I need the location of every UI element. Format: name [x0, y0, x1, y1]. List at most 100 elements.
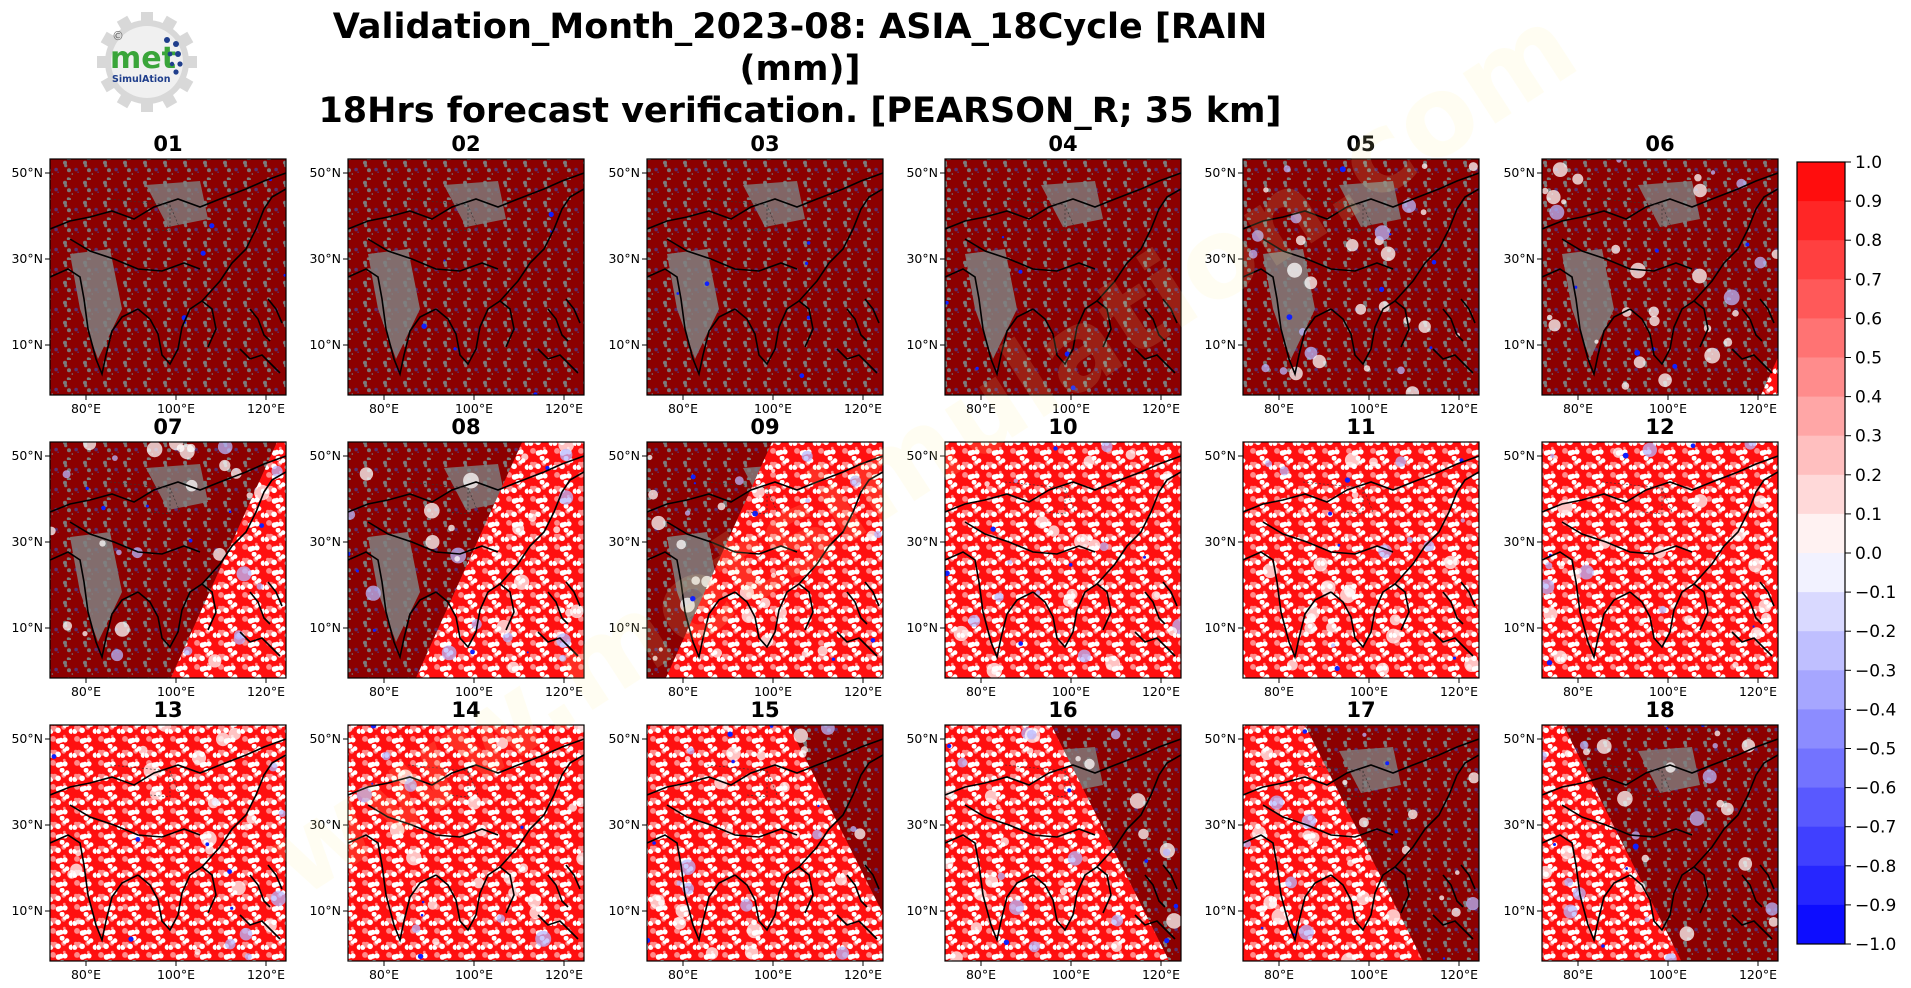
lat-tick-label: 30°N	[906, 534, 938, 549]
correlation-field	[415, 442, 584, 678]
colorbar-tick-label: 0.7	[1855, 270, 1882, 290]
map-frame	[347, 441, 585, 679]
lat-tick-label: 50°N	[608, 448, 640, 463]
lat-tick-label: 10°N	[1503, 620, 1535, 635]
lon-tick-label: 120°E	[1739, 401, 1777, 416]
map-frame	[347, 158, 585, 396]
lon-tick-label: 120°E	[844, 684, 882, 699]
lat-tick-label: 10°N	[11, 337, 43, 352]
lon-tick-label: 120°E	[247, 684, 285, 699]
correlation-field	[1243, 442, 1479, 678]
lat-tick-label: 10°N	[906, 337, 938, 352]
panel-title: 01	[153, 132, 182, 156]
lon-tick-label: 80°E	[71, 401, 101, 416]
lon-tick-label: 100°E	[1350, 967, 1388, 982]
map-frame	[646, 441, 884, 679]
lat-tick-label: 10°N	[309, 903, 341, 918]
lat-tick-label: 30°N	[1503, 817, 1535, 832]
panel-title: 16	[1048, 698, 1077, 722]
colorbar-bin	[1797, 513, 1845, 554]
colorbar-bin	[1797, 787, 1845, 828]
colorbar-bin	[1797, 553, 1845, 593]
colorbar-tick-label: 0.6	[1855, 309, 1882, 329]
map-panel: 18 50°N 30°N 10°N 80°E 100°E 120°E	[1503, 698, 1779, 982]
colorbar-bin	[1797, 240, 1845, 280]
correlation-field	[50, 725, 286, 961]
map-panel: 17 50°N 30°N 10°N 80°E 100°E 120°E	[1204, 698, 1480, 982]
map-panel: 09 50°N 30°N 10°N 80°E 100°E 120°E	[608, 415, 884, 699]
panel-title: 05	[1346, 132, 1375, 156]
lat-tick-label: 50°N	[1503, 731, 1535, 746]
map-frame	[49, 441, 287, 679]
title-line-1: Validation_Month_2023-08: ASIA_18Cycle […	[332, 7, 1268, 89]
lon-tick-label: 100°E	[1052, 684, 1090, 699]
lon-tick-label: 100°E	[1052, 967, 1090, 982]
panel-title: 11	[1346, 415, 1375, 439]
lat-tick-label: 30°N	[1204, 534, 1236, 549]
lon-tick-label: 120°E	[844, 401, 882, 416]
map-panel: 10 50°N 30°N 10°N 80°E 100°E 120°E	[906, 415, 1182, 699]
panel-title: 07	[153, 415, 182, 439]
colorbar-bin	[1797, 318, 1845, 358]
logo-subtitle: SimulAtion	[112, 74, 171, 85]
lon-tick-label: 120°E	[1440, 401, 1478, 416]
colorbar-bin	[1797, 435, 1845, 476]
panel-title: 06	[1645, 132, 1674, 156]
lon-tick-label: 100°E	[754, 967, 792, 982]
colorbar-tick-label: 0.5	[1855, 349, 1882, 369]
map-frame	[1541, 724, 1779, 962]
correlation-field	[665, 442, 883, 678]
title-line-2: 18Hrs forecast verification. [PEARSON_R;…	[318, 91, 1282, 131]
lon-tick-label: 100°E	[157, 684, 195, 699]
lat-tick-label: 30°N	[608, 251, 640, 266]
colorbar-bin	[1797, 631, 1845, 671]
lon-tick-label: 100°E	[455, 967, 493, 982]
map-frame	[646, 158, 884, 396]
logo-word: met	[110, 41, 176, 76]
lon-tick-label: 100°E	[455, 684, 493, 699]
lon-tick-label: 100°E	[1649, 967, 1687, 982]
lat-tick-label: 50°N	[11, 448, 43, 463]
lon-tick-label: 120°E	[247, 967, 285, 982]
colorbar-bin	[1797, 201, 1845, 241]
lat-tick-label: 10°N	[1204, 337, 1236, 352]
map-panel: 01 50°N 30°N 10°N 80°E 100°E 120°E	[11, 132, 287, 416]
lat-tick-label: 10°N	[608, 337, 640, 352]
lat-tick-label: 50°N	[1503, 165, 1535, 180]
lat-tick-label: 30°N	[11, 817, 43, 832]
colorbar-tick-label: 0.0	[1855, 544, 1882, 564]
lat-tick-label: 50°N	[309, 165, 341, 180]
panel-title: 02	[451, 132, 480, 156]
colorbar-bin	[1797, 670, 1845, 710]
panel-title: 08	[451, 415, 480, 439]
lat-tick-label: 50°N	[1503, 448, 1535, 463]
panel-title: 18	[1645, 698, 1674, 722]
map-panel: 15 50°N 30°N 10°N 80°E 100°E 120°E	[608, 698, 884, 982]
lon-tick-label: 100°E	[754, 684, 792, 699]
lon-tick-label: 80°E	[1563, 967, 1593, 982]
map-panel: 02 50°N 30°N 10°N 80°E 100°E 120°E	[309, 132, 585, 416]
lon-tick-label: 80°E	[668, 401, 698, 416]
lat-tick-label: 10°N	[906, 903, 938, 918]
map-panel: 06 50°N 30°N 10°N 80°E 100°E 120°E	[1503, 132, 1779, 416]
colorbar-tick-label: 0.1	[1855, 505, 1882, 525]
lon-tick-label: 120°E	[1440, 684, 1478, 699]
map-frame	[1541, 441, 1779, 679]
colorbar-tick-label: 0.4	[1855, 388, 1882, 408]
panel-title: 15	[750, 698, 779, 722]
lat-tick-label: 30°N	[1204, 817, 1236, 832]
colorbar-bin	[1797, 396, 1845, 437]
map-panel: 11 50°N 30°N 10°N 80°E 100°E 120°E	[1204, 415, 1480, 699]
colorbar-bin	[1797, 279, 1845, 319]
colorbar-bin	[1797, 748, 1845, 789]
lon-tick-label: 80°E	[369, 684, 399, 699]
colorbar-bin	[1797, 162, 1845, 202]
colorbar-bin	[1797, 826, 1845, 867]
lon-tick-label: 80°E	[1563, 684, 1593, 699]
lon-tick-label: 80°E	[1264, 967, 1294, 982]
panel-title: 03	[750, 132, 779, 156]
lat-tick-label: 10°N	[1204, 903, 1236, 918]
colorbar-tick-label: 0.8	[1855, 231, 1882, 251]
lat-tick-label: 10°N	[1503, 903, 1535, 918]
map-panel: 03 50°N 30°N 10°N 80°E 100°E 120°E	[608, 132, 884, 416]
